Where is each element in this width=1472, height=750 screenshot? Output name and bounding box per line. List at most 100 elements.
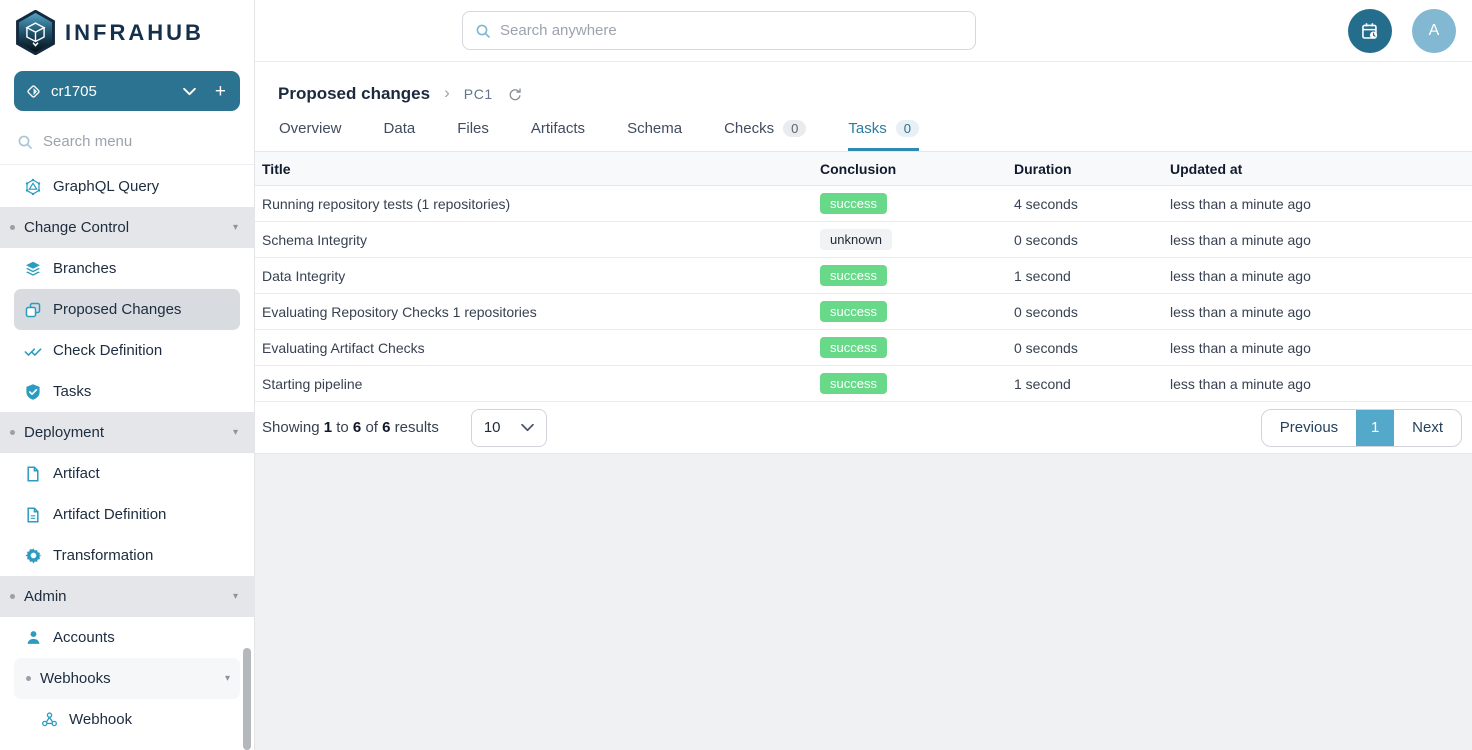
page-size-select[interactable]: 10 (470, 408, 547, 447)
tab-schema[interactable]: Schema (627, 120, 682, 151)
column-header-conclusion: Conclusion (820, 160, 897, 177)
conclusion-badge: success (820, 265, 887, 286)
sidebar-nav: GraphQL Query Change Control ▾ Branches Prop… (0, 165, 254, 740)
global-search-input[interactable] (500, 22, 963, 39)
sidebar-item-transformation[interactable]: Transformation (14, 535, 240, 576)
create-branch-button[interactable]: + (214, 80, 226, 102)
sidebar-item-artifact-definition[interactable]: Artifact Definition (14, 494, 240, 535)
tab-checks[interactable]: Checks 0 (724, 120, 807, 151)
task-title-cell: Data Integrity (262, 267, 346, 284)
graphql-icon (24, 178, 42, 196)
webhook-icon (40, 711, 58, 728)
table-row[interactable]: Evaluating Artifact Checks success 0 secon… (255, 330, 1472, 366)
previous-page-button[interactable]: Previous (1279, 419, 1339, 436)
sidebar-item-label: Check Definition (53, 342, 163, 359)
next-page-button[interactable]: Next (1412, 419, 1443, 436)
shield-check-icon (24, 383, 42, 401)
conclusion-badge: success (820, 373, 887, 394)
column-header-title: Title (262, 160, 291, 177)
branch-selector[interactable]: cr1705 + (14, 71, 240, 111)
avatar[interactable]: A (1412, 9, 1456, 53)
table-row[interactable]: Schema Integrity unknown 0 seconds less tha… (255, 222, 1472, 258)
sidebar-group-label: Change Control (24, 219, 130, 236)
time-travel-button[interactable] (1348, 9, 1392, 53)
branch-icon (26, 84, 41, 99)
refresh-icon[interactable] (507, 87, 522, 102)
sidebar-item-label: Artifact (53, 465, 100, 482)
sidebar-group-label: Webhooks (40, 670, 111, 687)
main-area: A Proposed changes › PC1 Overview Data Fil… (255, 0, 1472, 750)
task-title-cell: Evaluating Repository Checks 1 repositor… (262, 303, 537, 320)
tab-data[interactable]: Data (384, 120, 416, 151)
duration-cell: 1 second (1014, 267, 1071, 284)
sidebar-item-accounts[interactable]: Accounts (14, 617, 240, 658)
duration-cell: 1 second (1014, 375, 1071, 392)
sidebar-item-label: Proposed Changes (53, 301, 182, 318)
file-icon (24, 465, 42, 483)
tab-overview[interactable]: Overview (279, 120, 342, 151)
tab-tasks[interactable]: Tasks 0 (848, 120, 919, 151)
sidebar-group-admin[interactable]: Admin ▾ (0, 576, 254, 617)
current-page-button[interactable]: 1 (1356, 409, 1395, 446)
current-branch-label: cr1705 (51, 82, 97, 100)
table-row[interactable]: Running repository tests (1 repositories… (255, 186, 1472, 222)
sidebar-item-graphql-query[interactable]: GraphQL Query (14, 166, 240, 207)
sidebar-search-input[interactable] (43, 133, 213, 150)
tab-files[interactable]: Files (457, 120, 489, 151)
global-search[interactable] (462, 11, 976, 50)
sidebar-item-label: Accounts (53, 629, 115, 646)
triangle-down-icon: ▾ (232, 591, 238, 602)
sidebar-item-label: Branches (53, 260, 117, 277)
sidebar-item-label: Webhook (69, 711, 133, 728)
conclusion-cell: success (820, 193, 1014, 214)
topbar-actions: A (1348, 9, 1456, 53)
updated-at-cell: less than a minute ago (1170, 267, 1311, 284)
breadcrumb-item[interactable]: PC1 (463, 86, 493, 102)
sidebar-item-branches[interactable]: Branches (14, 248, 240, 289)
layers-icon (24, 260, 42, 278)
sidebar-group-deployment[interactable]: Deployment ▾ (0, 412, 254, 453)
chevron-down-icon[interactable] (183, 87, 197, 96)
topbar: A (255, 0, 1472, 62)
table-row[interactable]: Starting pipeline success 1 second less tha… (255, 366, 1472, 402)
updated-at-cell: less than a minute ago (1170, 195, 1311, 212)
brand-logo[interactable]: INFRAHUB (0, 0, 254, 63)
conclusion-badge: success (820, 301, 887, 322)
table-row[interactable]: Evaluating Repository Checks 1 repositor… (255, 294, 1472, 330)
duration-cell: 0 seconds (1014, 303, 1078, 320)
task-title-cell: Schema Integrity (262, 231, 368, 248)
pager: Previous 1 Next (1260, 408, 1462, 447)
conclusion-badge: success (820, 193, 887, 214)
table-header: Title Conclusion Duration Updated at (255, 151, 1472, 186)
breadcrumb-separator-icon: › (444, 83, 450, 102)
sidebar-search[interactable] (0, 123, 254, 165)
tab-artifacts[interactable]: Artifacts (531, 120, 585, 151)
tab-label: Overview (279, 120, 342, 137)
conclusion-cell: unknown (820, 229, 1014, 250)
bullet-icon (10, 430, 15, 435)
sidebar-scrollbar[interactable] (243, 648, 251, 750)
duration-cell: 0 seconds (1014, 339, 1078, 356)
sidebar-item-tasks[interactable]: Tasks (14, 371, 240, 412)
user-icon (24, 629, 42, 646)
triangle-down-icon: ▾ (224, 673, 230, 684)
sidebar-item-check-definition[interactable]: Check Definition (14, 330, 240, 371)
conclusion-badge: success (820, 337, 887, 358)
triangle-down-icon: ▾ (232, 427, 238, 438)
sidebar-item-proposed-changes[interactable]: Proposed Changes (14, 289, 240, 330)
sidebar-group-change-control[interactable]: Change Control ▾ (0, 207, 254, 248)
conclusion-cell: success (820, 265, 1014, 286)
sidebar-item-webhook[interactable]: Webhook (14, 699, 240, 740)
conclusion-cell: success (820, 373, 1014, 394)
sidebar-group-webhooks[interactable]: Webhooks ▾ (14, 658, 240, 699)
chevron-down-icon (521, 423, 534, 432)
task-title-cell: Running repository tests (1 repositories… (262, 195, 511, 212)
table-row[interactable]: Data Integrity success 1 second less than a… (255, 258, 1472, 294)
search-icon (475, 23, 491, 39)
sidebar-item-label: GraphQL Query (53, 178, 160, 195)
task-title-cell: Starting pipeline (262, 375, 363, 392)
infrahub-hexagon-logo-icon (15, 10, 56, 55)
calendar-clock-icon (1360, 21, 1381, 42)
sidebar-group-label: Deployment (24, 424, 105, 441)
sidebar-item-artifact[interactable]: Artifact (14, 453, 240, 494)
